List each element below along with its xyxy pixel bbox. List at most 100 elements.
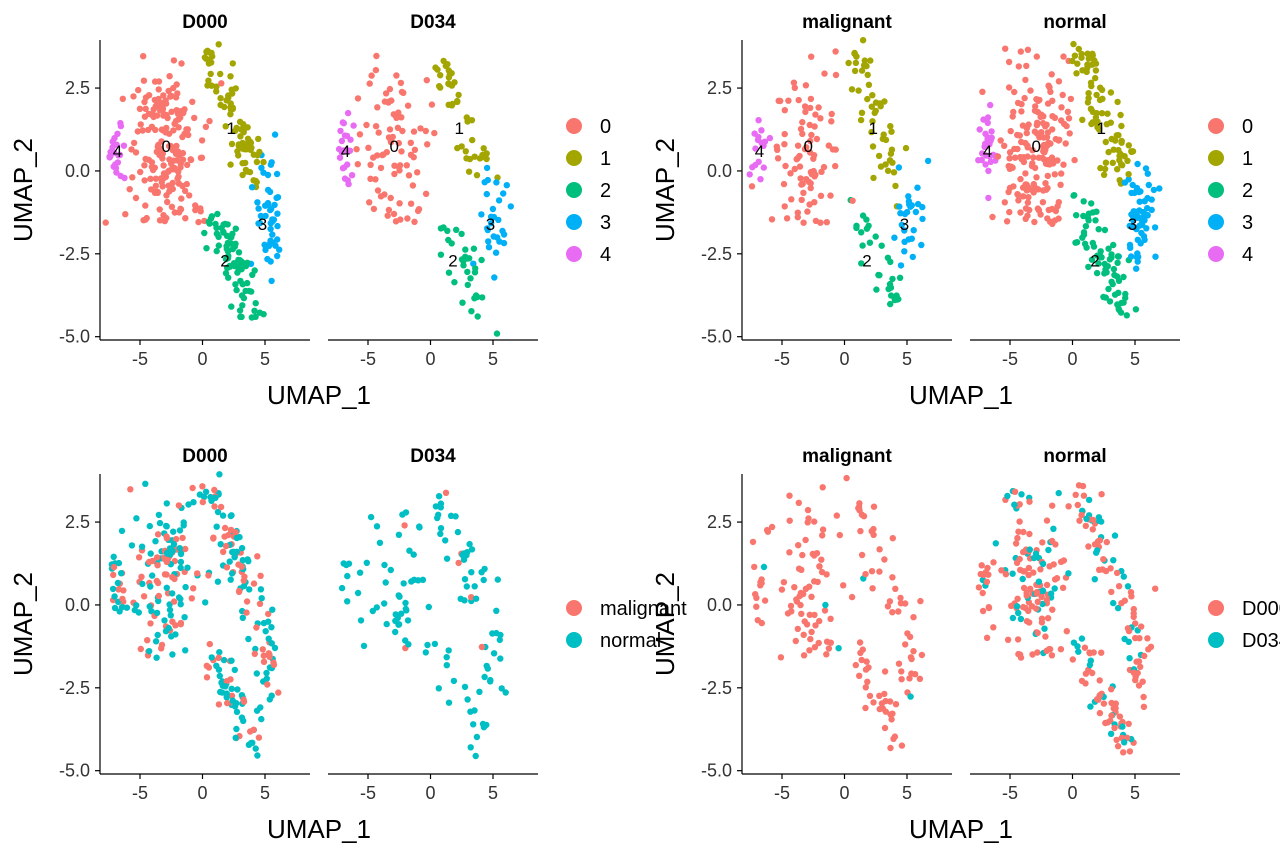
data-point: [1079, 67, 1086, 74]
x-tick-label: -5: [774, 783, 790, 803]
data-point: [990, 624, 997, 631]
data-point: [148, 111, 156, 119]
data-point: [174, 175, 181, 182]
data-point: [239, 171, 246, 179]
data-point: [797, 175, 804, 182]
data-point: [1010, 183, 1017, 190]
data-point: [1035, 578, 1043, 585]
data-point: [802, 108, 809, 116]
data-point: [816, 563, 823, 570]
data-point: [431, 640, 439, 648]
data-point: [788, 608, 795, 615]
data-point: [110, 571, 117, 579]
data-point: [1088, 256, 1096, 263]
data-point: [1105, 285, 1112, 293]
facet-panel: normal -5 0 5: [970, 446, 1180, 803]
data-point: [1073, 212, 1080, 219]
data-point: [1018, 108, 1025, 115]
data-point: [1025, 121, 1032, 128]
data-point: [1011, 154, 1019, 161]
data-point: [896, 274, 904, 281]
data-point: [507, 203, 514, 210]
data-point: [887, 744, 894, 752]
data-point: [1024, 199, 1032, 206]
data-point: [1118, 122, 1125, 130]
data-point: [343, 561, 350, 569]
data-point: [1019, 575, 1026, 583]
legend-swatch: [1208, 246, 1224, 262]
data-point: [163, 558, 170, 566]
data-point: [1141, 198, 1148, 205]
facet-panel: D000 -5 0 5 0 1 2 3 4: [100, 12, 310, 369]
data-point: [111, 604, 119, 612]
data-point: [1044, 100, 1052, 107]
data-point: [259, 646, 266, 653]
data-point: [215, 242, 222, 249]
data-point: [464, 696, 471, 703]
data-point: [863, 216, 870, 223]
data-point: [1097, 164, 1104, 172]
data-point: [1051, 171, 1058, 178]
data-point: [381, 600, 388, 607]
cluster-label: 2: [448, 251, 457, 270]
data-point: [1070, 192, 1077, 199]
data-point: [176, 545, 183, 552]
data-point: [234, 686, 241, 693]
data-point: [445, 647, 452, 654]
data-point: [1016, 518, 1023, 525]
data-point: [985, 194, 992, 202]
data-point: [459, 299, 466, 306]
data-point: [866, 239, 874, 246]
data-point: [481, 179, 488, 186]
legend-swatch: [1208, 118, 1224, 134]
data-point: [404, 102, 412, 109]
data-point: [1150, 186, 1158, 194]
data-point: [130, 93, 137, 100]
data-point: [117, 122, 125, 130]
data-point: [218, 80, 225, 87]
data-point: [168, 633, 175, 640]
legend-label: 0: [600, 116, 611, 138]
data-point: [1121, 739, 1128, 746]
data-point: [224, 239, 232, 247]
data-point: [985, 167, 992, 174]
data-point: [768, 523, 776, 531]
panel-title: D000: [182, 446, 227, 467]
data-point: [474, 313, 481, 320]
data-point: [1141, 236, 1148, 243]
data-point: [987, 101, 994, 109]
data-point: [808, 169, 815, 176]
data-point: [192, 206, 199, 214]
data-point: [800, 652, 808, 659]
data-point: [464, 281, 471, 289]
data-point: [902, 600, 909, 607]
data-point: [1100, 556, 1107, 563]
data-point: [1039, 539, 1046, 546]
data-point: [132, 194, 140, 202]
data-point: [777, 97, 784, 105]
data-point: [1043, 647, 1050, 654]
data-point: [905, 198, 913, 205]
data-point: [177, 621, 184, 628]
data-point: [393, 72, 400, 79]
data-point: [338, 584, 346, 592]
data-point: [397, 79, 405, 87]
data-point: [1103, 269, 1110, 276]
data-point: [267, 258, 274, 265]
data-point: [496, 636, 503, 644]
data-point: [907, 654, 915, 661]
data-point: [1089, 119, 1096, 126]
data-point: [479, 294, 486, 301]
data-point: [251, 307, 258, 314]
data-point: [1102, 719, 1109, 727]
data-point: [804, 506, 812, 514]
data-point: [1089, 526, 1096, 533]
data-point: [213, 247, 220, 255]
data-point: [432, 503, 440, 510]
scatter-points: [102, 41, 283, 321]
data-point: [1117, 111, 1124, 119]
data-point: [1026, 206, 1033, 214]
data-point: [274, 210, 281, 217]
data-point: [761, 597, 769, 604]
data-point: [827, 615, 834, 622]
